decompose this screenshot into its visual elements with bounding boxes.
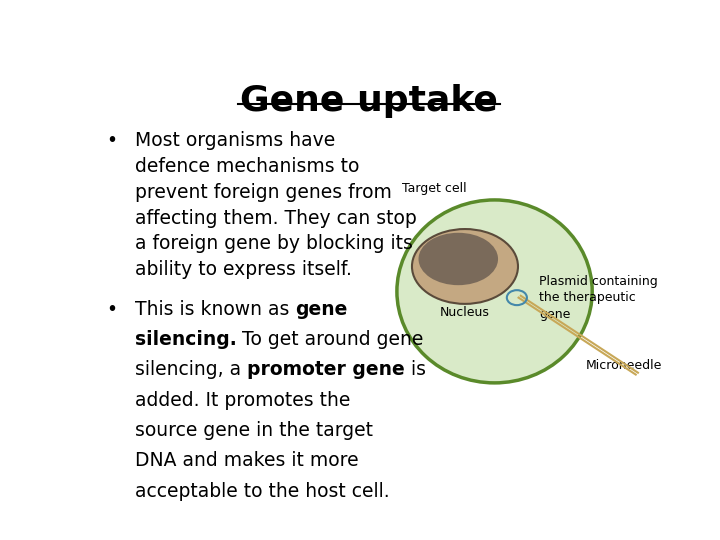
Text: silencing.: silencing. xyxy=(135,330,236,349)
Ellipse shape xyxy=(412,229,518,304)
Text: •: • xyxy=(107,300,118,319)
Text: Most organisms have
defence mechanisms to
prevent foreign genes from
affecting t: Most organisms have defence mechanisms t… xyxy=(135,131,416,279)
Text: DNA and makes it more: DNA and makes it more xyxy=(135,451,359,470)
Text: Gene uptake: Gene uptake xyxy=(240,84,498,118)
Ellipse shape xyxy=(418,233,498,285)
Text: •: • xyxy=(107,131,118,150)
Text: Microneedle: Microneedle xyxy=(585,360,662,373)
Text: To get around gene: To get around gene xyxy=(236,330,424,349)
Ellipse shape xyxy=(397,200,593,383)
Text: source gene in the target: source gene in the target xyxy=(135,421,373,440)
Text: Plasmid containing
the therapeutic
gene: Plasmid containing the therapeutic gene xyxy=(539,275,658,321)
Text: silencing, a: silencing, a xyxy=(135,360,247,380)
Text: Nucleus: Nucleus xyxy=(440,306,490,319)
Text: promoter gene: promoter gene xyxy=(247,360,405,380)
Text: acceptable to the host cell.: acceptable to the host cell. xyxy=(135,482,390,501)
Text: This is known as: This is known as xyxy=(135,300,295,319)
Text: gene: gene xyxy=(295,300,347,319)
Text: is: is xyxy=(405,360,426,380)
Text: added. It promotes the: added. It promotes the xyxy=(135,391,350,410)
Text: Target cell: Target cell xyxy=(402,182,467,195)
